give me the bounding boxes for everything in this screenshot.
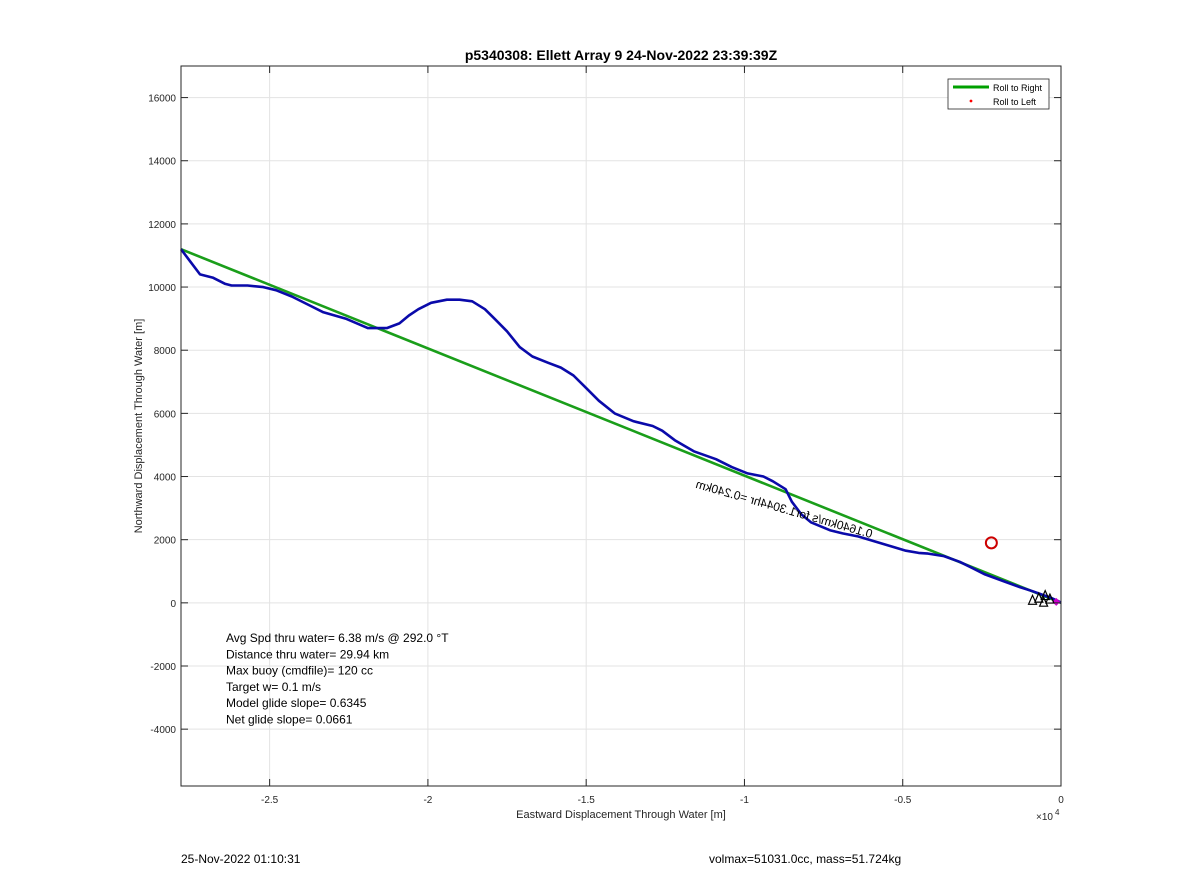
axis-ticks xyxy=(181,66,1062,786)
x-tick-label: -2.5 xyxy=(261,795,279,806)
stats-line: Max buoy (cmdfile)= 120 cc xyxy=(226,664,373,678)
x-exponent-base: ×10 xyxy=(1036,812,1053,823)
x-exponent: ×10 4 xyxy=(1036,808,1060,823)
y-tick-label: 16000 xyxy=(148,94,176,105)
grid-lines xyxy=(181,66,1062,786)
legend-label-roll-left: Roll to Left xyxy=(993,97,1037,107)
y-tick-label: 2000 xyxy=(154,536,177,547)
end-diamond-marker xyxy=(1052,597,1061,606)
series-roll-right-line xyxy=(180,247,1062,605)
y-tick-labels: -4000 -2000 0 2000 4000 6000 8000 10000 12000 140… xyxy=(148,94,176,737)
x-tick-label: -1 xyxy=(740,795,749,806)
legend-box xyxy=(947,78,1050,110)
series-track-line xyxy=(179,248,1062,604)
surfacing-marker xyxy=(1038,595,1049,607)
x-axis-label: Eastward Displacement Through Water [m] xyxy=(516,809,726,821)
x-tick-label: -1.5 xyxy=(578,795,596,806)
legend: Roll to Right Roll to Left xyxy=(947,78,1050,110)
y-tick-label: 10000 xyxy=(148,283,176,294)
y-tick-label: -4000 xyxy=(150,725,176,736)
series-layer xyxy=(179,247,1062,605)
y-tick-label: 8000 xyxy=(154,346,177,357)
x-tick-label: -2 xyxy=(423,795,432,806)
stats-line: Distance thru water= 29.94 km xyxy=(226,647,389,661)
stats-line: Avg Spd thru water= 6.38 m/s @ 292.0 °T xyxy=(226,631,449,645)
x-tick-label: -0.5 xyxy=(894,795,912,806)
y-tick-label: 14000 xyxy=(148,157,176,168)
surfacing-marker xyxy=(1027,593,1038,605)
x-exponent-power: 4 xyxy=(1055,808,1060,817)
chart-title: p5340308: Ellett Array 9 24-Nov-2022 23:… xyxy=(465,47,778,63)
footer-vehicle-info: volmax=51031.0cc, mass=51.724kg xyxy=(709,852,902,866)
x-tick-labels: -2.5 -2 -1.5 -1 -0.5 0 xyxy=(261,795,1064,806)
surfacing-marker xyxy=(1033,591,1044,603)
y-tick-label: 12000 xyxy=(148,220,176,231)
stats-line: Model glide slope= 0.6345 xyxy=(226,696,367,710)
stats-line: Net glide slope= 0.0661 xyxy=(226,713,353,727)
target-circle-marker xyxy=(984,536,998,550)
plot-area: 0.1640km/s for1.3044hr =0.240km xyxy=(179,65,1062,787)
legend-swatch-roll-left xyxy=(969,99,973,103)
x-tick-label: 0 xyxy=(1058,795,1064,806)
surfacing-marker xyxy=(1044,592,1055,604)
y-tick-label: 4000 xyxy=(154,473,177,484)
footer-timestamp: 25-Nov-2022 01:10:31 xyxy=(181,852,301,866)
markers-layer xyxy=(984,536,1061,607)
y-tick-label: -2000 xyxy=(150,662,176,673)
legend-label-roll-right: Roll to Right xyxy=(993,83,1043,93)
y-tick-label: 6000 xyxy=(154,409,177,420)
y-axis-label: Northward Displacement Through Water [m] xyxy=(133,319,145,534)
plot-frame xyxy=(180,65,1062,787)
stats-line: Target w= 0.1 m/s xyxy=(226,680,321,694)
stats-annotation: Avg Spd thru water= 6.38 m/s @ 292.0 °T D… xyxy=(226,631,449,727)
y-tick-label: 0 xyxy=(170,599,176,610)
